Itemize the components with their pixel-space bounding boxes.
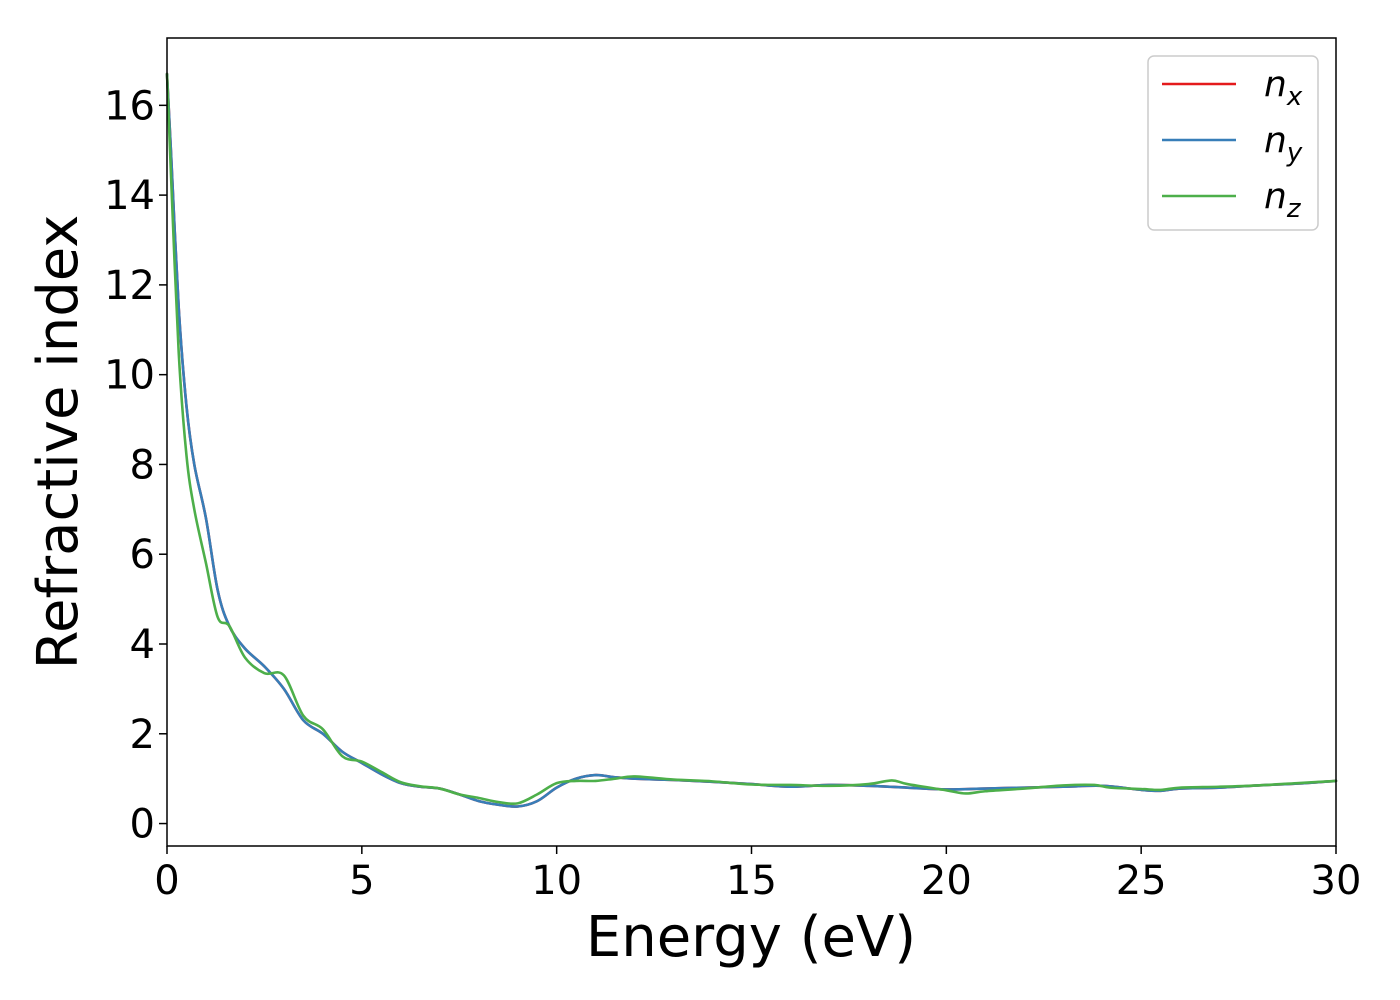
y-tick-label: 0 xyxy=(130,802,155,848)
y-tick-label: 12 xyxy=(104,263,155,309)
x-tick-label: 20 xyxy=(921,858,972,904)
x-axis-label: Energy (eV) xyxy=(586,905,916,970)
legend-label-nx: nx xyxy=(1264,64,1303,112)
series-line-nz xyxy=(165,72,1338,806)
x-tick-label: 30 xyxy=(1311,858,1362,904)
y-tick-label: 16 xyxy=(104,83,155,129)
y-tick-label: 10 xyxy=(104,353,155,399)
y-axis-label: Refractive index xyxy=(26,215,91,670)
legend-label-nz: nz xyxy=(1264,176,1302,224)
y-tick-label: 6 xyxy=(130,532,155,578)
legend: nx ny nz xyxy=(1147,55,1319,231)
y-tick-label: 4 xyxy=(130,622,155,668)
x-tick-label: 0 xyxy=(154,858,179,904)
legend-frame xyxy=(1147,55,1319,231)
x-tick-label: 10 xyxy=(531,858,582,904)
y-tick-label: 8 xyxy=(130,442,155,488)
x-tick-label: 5 xyxy=(349,858,374,904)
y-tick-label: 2 xyxy=(130,712,155,758)
x-tick-label: 15 xyxy=(726,858,777,904)
series-layer xyxy=(165,72,1338,808)
y-tick-label: 14 xyxy=(104,173,155,219)
legend-label-ny: ny xyxy=(1264,120,1303,168)
legend-entries: nx ny nz xyxy=(1162,64,1303,224)
x-tick-label: 25 xyxy=(1116,858,1167,904)
x-axis-ticks: 0 5 10 15 20 25 30 xyxy=(154,846,1361,904)
y-axis-ticks: 0 2 4 6 8 10 12 14 16 xyxy=(104,83,167,848)
